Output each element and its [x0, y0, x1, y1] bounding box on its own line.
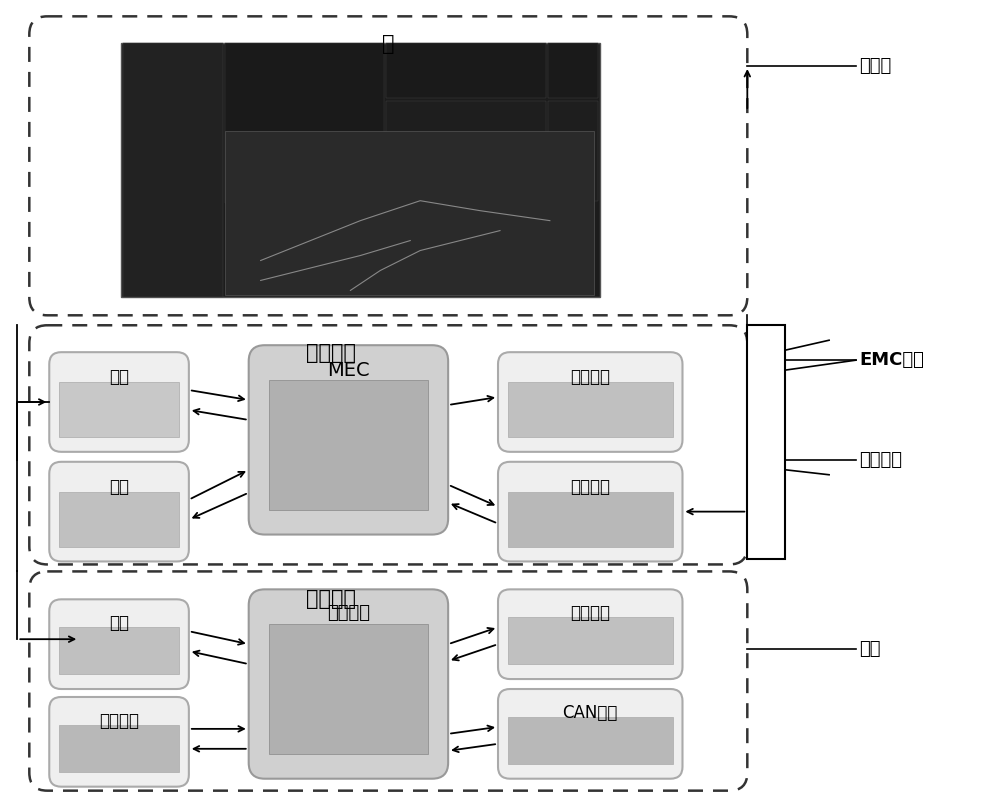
Bar [548, 44, 598, 98]
Text: 路边设备: 路边设备 [306, 343, 356, 363]
Text: CAN接口: CAN接口 [563, 704, 618, 722]
FancyBboxPatch shape [498, 462, 682, 562]
Bar [508, 491, 673, 546]
Bar [59, 382, 179, 437]
Text: 传感装置: 传感装置 [570, 604, 610, 622]
Bar [508, 382, 673, 437]
Bar [121, 44, 600, 297]
FancyBboxPatch shape [49, 600, 189, 689]
Bar [269, 625, 428, 754]
Bar [548, 101, 598, 201]
Text: 传感装置: 传感装置 [570, 368, 610, 386]
Text: 管理模块: 管理模块 [859, 451, 902, 469]
FancyBboxPatch shape [249, 345, 448, 534]
Bar [386, 44, 546, 98]
FancyBboxPatch shape [249, 589, 448, 779]
Text: 机载控制: 机载控制 [327, 604, 370, 622]
FancyBboxPatch shape [49, 352, 189, 452]
Bar [269, 380, 428, 510]
FancyBboxPatch shape [498, 689, 682, 779]
Text: 控制: 控制 [109, 478, 129, 495]
Bar [508, 717, 673, 763]
Bar [225, 131, 594, 295]
Bar [747, 325, 785, 559]
FancyBboxPatch shape [498, 352, 682, 452]
Bar [386, 101, 546, 201]
Bar [59, 491, 179, 546]
Bar [508, 617, 673, 664]
Bar [59, 627, 179, 674]
Text: 通讯: 通讯 [109, 368, 129, 386]
Text: 服务端: 服务端 [859, 57, 891, 75]
Text: 人机界面: 人机界面 [99, 712, 139, 730]
Bar [123, 44, 223, 297]
Text: 云: 云 [382, 34, 395, 54]
FancyBboxPatch shape [49, 462, 189, 562]
Text: 通讯: 通讯 [109, 614, 129, 632]
Text: 机载设备: 机载设备 [306, 589, 356, 609]
Text: EMC模块: EMC模块 [859, 351, 924, 369]
Bar [59, 725, 179, 771]
Text: 终端: 终端 [859, 640, 881, 659]
Bar [225, 44, 384, 203]
Text: MEC: MEC [327, 362, 370, 380]
Text: 基本装置: 基本装置 [570, 478, 610, 495]
FancyBboxPatch shape [498, 589, 682, 679]
FancyBboxPatch shape [49, 697, 189, 787]
